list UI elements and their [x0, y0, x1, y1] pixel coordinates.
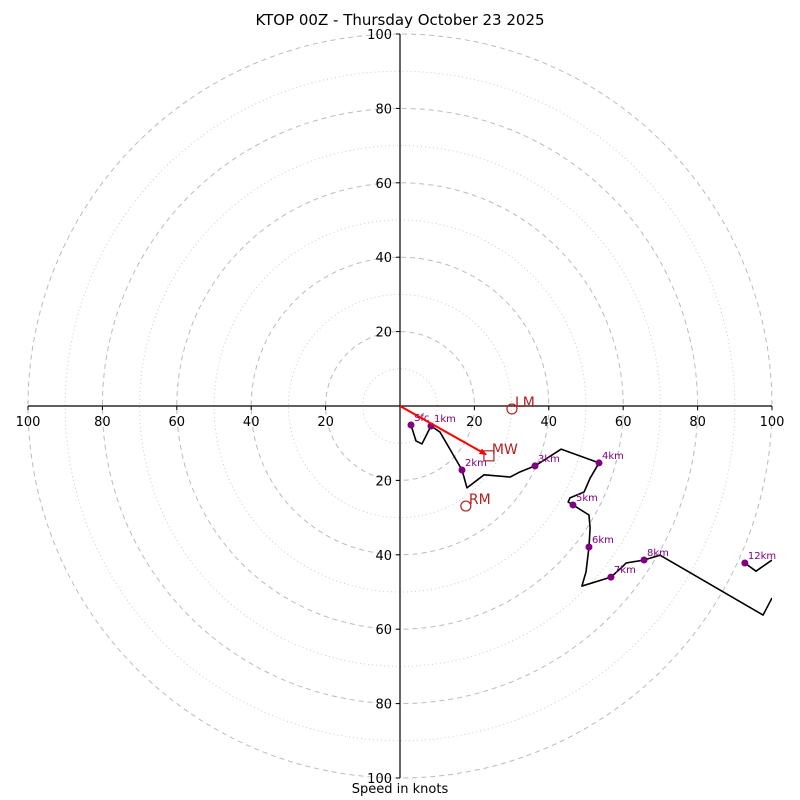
mean-wind-label: MW [492, 442, 518, 458]
x-tick-label: 40 [541, 415, 558, 430]
left-mover-marker [506, 403, 518, 415]
height-marker-label: 6km [592, 535, 614, 546]
height-marker-dot [741, 559, 749, 567]
hodograph-line-upper [744, 559, 772, 572]
left-mover-label: LM [515, 395, 535, 411]
shear-vector-arrowhead [478, 448, 487, 455]
height-marker-dot [569, 501, 577, 509]
x-tick-label: 80 [689, 415, 706, 430]
height-marker-label: 1km [434, 414, 456, 425]
tick-labels: 100 80 60 40 20 20 40 60 80 100 100 80 60 40 20 20 40 60 8… [16, 28, 785, 787]
height-marker-label: 7km [614, 565, 636, 576]
y-tick-label: 20 [375, 326, 392, 341]
shear-vector-line [399, 405, 487, 456]
height-marker-label: 5km [576, 493, 598, 504]
y-tick-label: 100 [367, 772, 392, 787]
height-marker-label: 2km [465, 458, 487, 469]
hodograph-line [410, 424, 772, 616]
right-mover-marker [460, 500, 472, 512]
x-tick-label: 20 [317, 415, 334, 430]
mean-wind-marker [483, 450, 495, 462]
x-tick-label: 100 [760, 415, 785, 430]
height-marker-dot [595, 459, 603, 467]
y-tick-label: 80 [375, 102, 392, 117]
y-tick-label: 80 [375, 698, 392, 713]
height-marker-dot [585, 543, 593, 551]
storm-motion: MW LM RM [399, 395, 535, 512]
x-tick-label: 80 [94, 415, 111, 430]
height-marker-dot [531, 462, 539, 470]
height-marker-dot [640, 556, 648, 564]
y-tick-label: 40 [375, 251, 392, 266]
x-tick-label: 60 [169, 415, 186, 430]
height-marker-dot [607, 573, 615, 581]
x-tick-label: 40 [243, 415, 260, 430]
y-tick-label: 60 [375, 177, 392, 192]
x-tick-label: 20 [466, 415, 483, 430]
hodograph-series [410, 424, 772, 616]
y-tick-label: 40 [375, 549, 392, 564]
height-marker-dot [407, 421, 415, 429]
chart-title: KTOP 00Z - Thursday October 23 2025 [255, 11, 545, 29]
height-marker-label: 8km [647, 548, 669, 559]
height-marker-dot [458, 466, 466, 474]
height-marker-label: 4km [602, 451, 624, 462]
y-tick-label: 60 [375, 623, 392, 638]
x-axis-label: Speed in knots [351, 782, 449, 797]
height-marker-label: 12km [748, 551, 776, 562]
y-tick-label: 20 [375, 474, 392, 489]
y-tick-label: 100 [367, 28, 392, 43]
right-mover-label: RM [469, 492, 491, 508]
height-markers: Sfc1km2km3km4km5km6km7km8km12km [407, 413, 776, 581]
x-tick-label: 100 [16, 415, 41, 430]
x-tick-label: 60 [615, 415, 632, 430]
height-marker-label: 3km [538, 454, 560, 465]
